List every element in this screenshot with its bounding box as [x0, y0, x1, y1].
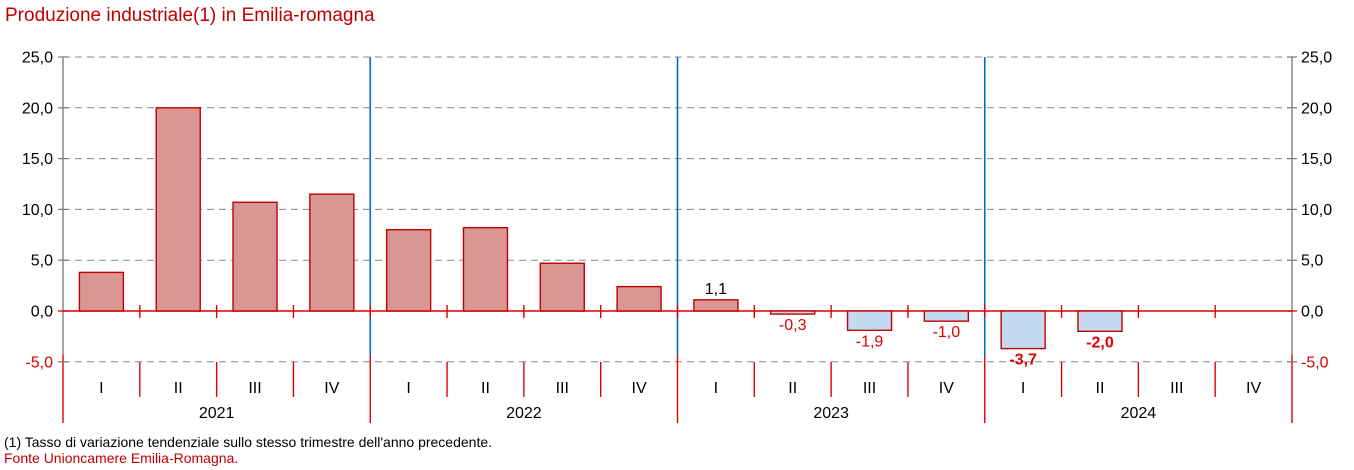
- y-tick-label-right: 5,0: [1301, 253, 1323, 270]
- y-tick-label-left: -5,0: [25, 354, 53, 371]
- year-label: 2022: [506, 405, 542, 422]
- quarter-label: IV: [1246, 380, 1261, 397]
- y-tick-label-right: -5,0: [1301, 354, 1329, 371]
- quarter-label: IV: [632, 380, 647, 397]
- y-tick-label-right: 25,0: [1301, 50, 1332, 67]
- quarter-label: IV: [324, 380, 339, 397]
- bar: [923, 310, 970, 322]
- quarter-label: III: [248, 380, 261, 397]
- y-tick-label-right: 20,0: [1301, 100, 1332, 117]
- quarter-label: II: [1096, 380, 1105, 397]
- footnotes: (1) Tasso di variazione tendenziale sull…: [4, 434, 492, 466]
- y-tick-label-right: 10,0: [1301, 202, 1332, 219]
- year-label: 2024: [1121, 405, 1157, 422]
- y-tick-label-left: 10,0: [22, 202, 53, 219]
- y-tick-label-left: 0,0: [31, 304, 53, 321]
- data-label: -1,0: [933, 324, 961, 341]
- quarter-label: II: [481, 380, 490, 397]
- quarter-label: IV: [939, 380, 954, 397]
- quarter-label: I: [714, 380, 718, 397]
- y-tick-label-left: 5,0: [31, 253, 53, 270]
- data-label: -1,9: [856, 333, 884, 350]
- bar: [309, 193, 355, 312]
- footnote-source: Fonte Unioncamere Emilia-Romagna.: [4, 450, 239, 466]
- quarter-label: III: [1170, 380, 1183, 397]
- bar-chart: 25,0 25,0 20,0 20,0 15,0 15,0 10,0 10,0 5,0 5,0 0,…: [22, 50, 1332, 423]
- bar: [616, 285, 662, 312]
- y-tick-label-left: 20,0: [22, 100, 53, 117]
- y-tick-label-right: 15,0: [1301, 151, 1332, 168]
- quarter-label: I: [99, 380, 103, 397]
- quarter-label: I: [406, 380, 410, 397]
- quarter-label: II: [174, 380, 183, 397]
- bar: [539, 262, 585, 312]
- bar: [1000, 310, 1046, 350]
- quarter-label: I: [1021, 380, 1025, 397]
- bar: [155, 107, 201, 312]
- data-label: -0,3: [779, 317, 807, 334]
- bar: [770, 310, 816, 315]
- year-label: 2021: [199, 405, 235, 422]
- bar: [846, 310, 893, 332]
- chart-title: Produzione industriale(1) in Emilia-roma…: [5, 5, 375, 26]
- year-label: 2023: [813, 405, 849, 422]
- bar: [693, 299, 739, 312]
- data-label: -2,0: [1086, 334, 1114, 351]
- bar: [385, 229, 432, 312]
- data-label: 1,1: [705, 281, 727, 298]
- bar: [1077, 310, 1123, 333]
- y-tick-label-left: 15,0: [22, 151, 53, 168]
- bar: [462, 226, 509, 312]
- y-tick-label-right: 0,0: [1301, 304, 1323, 321]
- quarter-label: III: [556, 380, 569, 397]
- quarter-label: II: [788, 380, 797, 397]
- footnote-definition: (1) Tasso di variazione tendenziale sull…: [4, 434, 493, 450]
- bar: [78, 271, 125, 312]
- data-label: -3,7: [1009, 352, 1037, 369]
- y-tick-label-left: 25,0: [22, 50, 53, 67]
- bar: [232, 201, 278, 312]
- quarter-label: III: [863, 380, 876, 397]
